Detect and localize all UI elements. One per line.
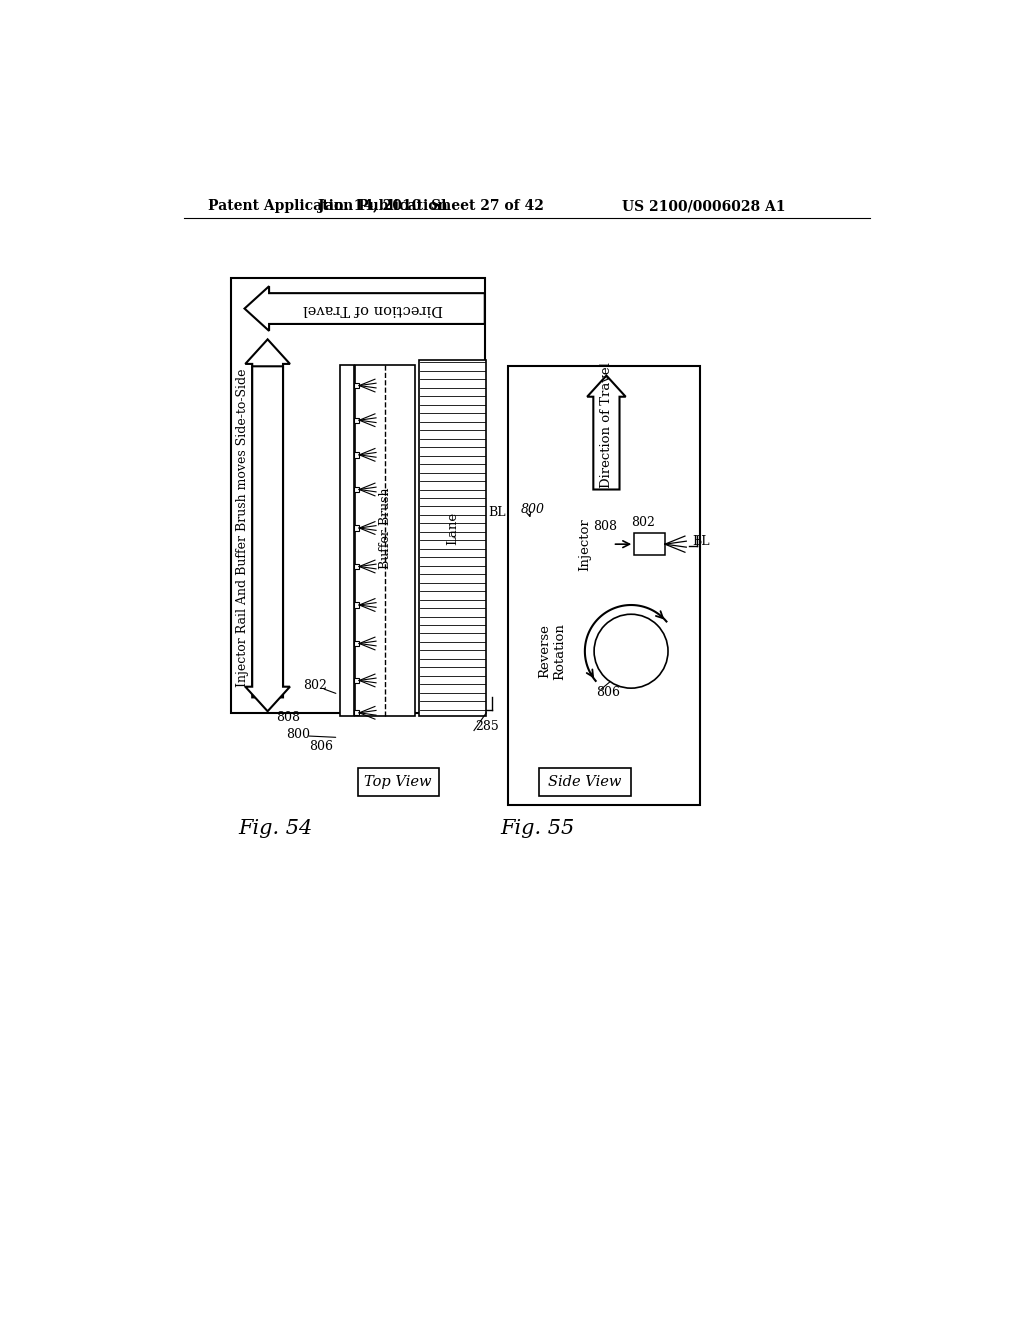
Bar <box>340 364 354 715</box>
Text: BL: BL <box>488 506 506 519</box>
Text: Fig. 55: Fig. 55 <box>500 818 574 838</box>
Text: BL: BL <box>692 535 711 548</box>
Bar <box>354 525 359 531</box>
Text: 800: 800 <box>521 503 545 516</box>
Bar <box>355 364 416 715</box>
Bar <box>539 768 631 796</box>
Bar <box>357 768 438 796</box>
Bar <box>230 277 484 713</box>
Text: Injector: Injector <box>579 517 592 570</box>
Bar <box>354 487 359 492</box>
Text: 808: 808 <box>593 520 617 533</box>
Text: Lane: Lane <box>445 511 459 545</box>
Text: 808: 808 <box>276 711 300 723</box>
Text: 800: 800 <box>287 727 310 741</box>
Text: Side View: Side View <box>548 775 622 789</box>
Text: Fig. 54: Fig. 54 <box>239 818 312 838</box>
Bar <box>354 710 359 715</box>
Polygon shape <box>246 367 290 711</box>
Text: 802: 802 <box>303 680 328 693</box>
Bar <box>634 533 665 554</box>
Bar <box>354 677 359 684</box>
Polygon shape <box>245 286 484 331</box>
Bar <box>354 602 359 607</box>
Bar <box>354 564 359 569</box>
Text: Injector Rail And Buffer Brush moves Side-to-Side: Injector Rail And Buffer Brush moves Sid… <box>236 368 249 688</box>
Text: US 2100/0006028 A1: US 2100/0006028 A1 <box>622 199 785 213</box>
Bar <box>354 640 359 647</box>
Bar <box>419 360 486 715</box>
Text: Top View: Top View <box>365 775 432 789</box>
Text: Jan. 14, 2010  Sheet 27 of 42: Jan. 14, 2010 Sheet 27 of 42 <box>317 199 544 213</box>
Text: 806: 806 <box>309 741 333 754</box>
Text: 802: 802 <box>631 516 655 529</box>
Text: Patent Application Publication: Patent Application Publication <box>208 199 447 213</box>
Text: 806: 806 <box>596 686 620 700</box>
Text: Reverse
Rotation: Reverse Rotation <box>539 623 566 680</box>
Bar <box>354 383 359 388</box>
Bar <box>508 367 700 805</box>
Text: Direction of Travel: Direction of Travel <box>600 362 613 488</box>
Polygon shape <box>587 376 626 490</box>
Polygon shape <box>246 339 290 697</box>
Text: 285: 285 <box>475 721 500 733</box>
Text: Direction of Travel: Direction of Travel <box>303 301 443 315</box>
Text: Buffer Brush: Buffer Brush <box>379 487 392 569</box>
Bar <box>354 417 359 422</box>
Bar <box>354 453 359 458</box>
Circle shape <box>594 614 668 688</box>
